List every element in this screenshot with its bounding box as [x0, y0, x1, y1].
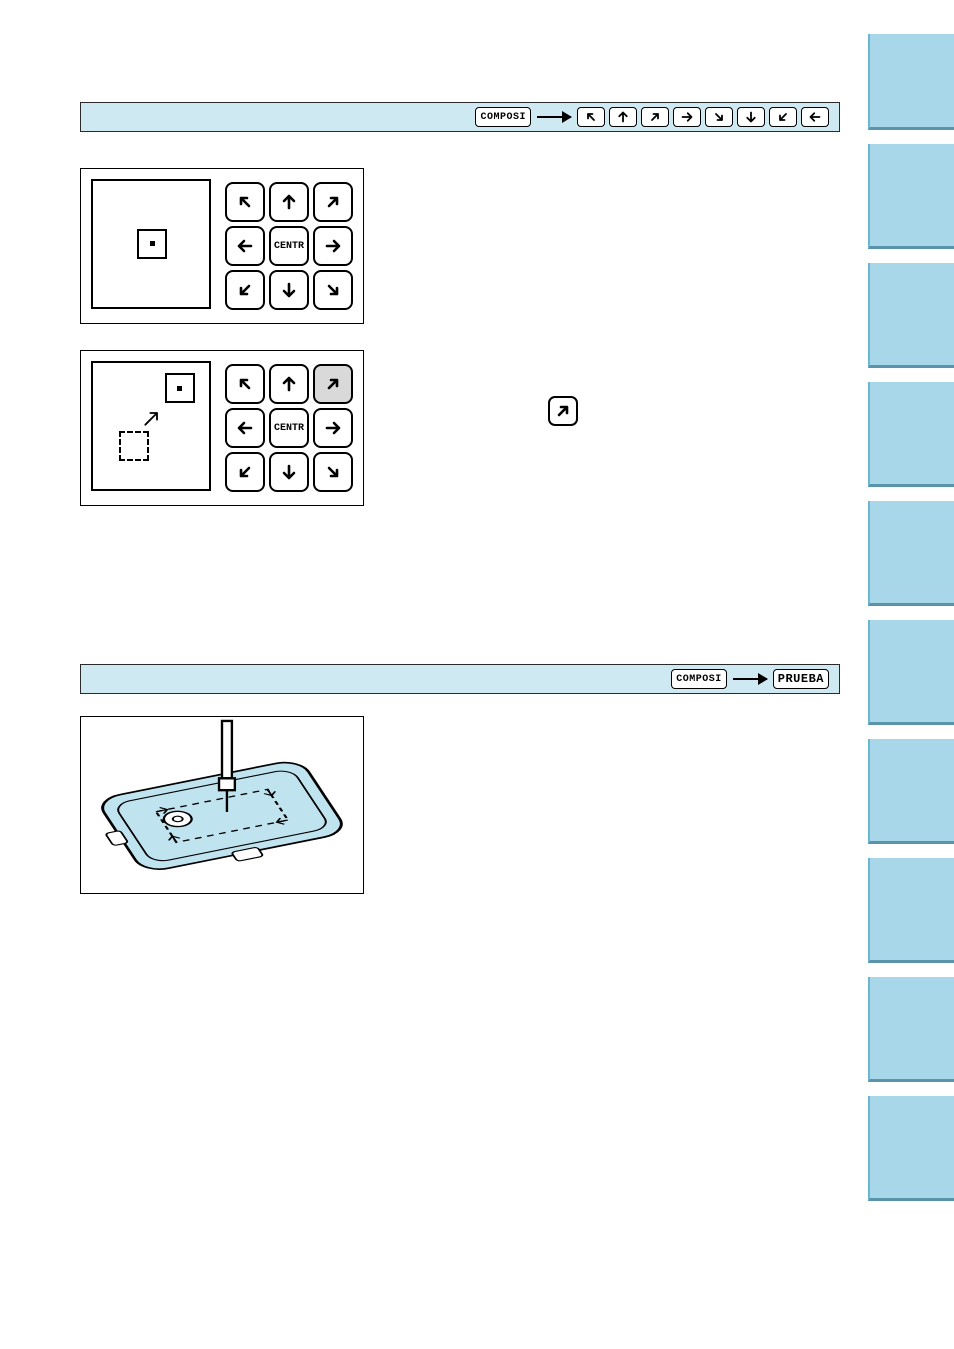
- side-tab[interactable]: [868, 382, 954, 487]
- arrow-e-button[interactable]: [673, 107, 701, 127]
- side-tab[interactable]: [868, 977, 954, 1082]
- arrow-w-icon: [233, 234, 257, 258]
- side-tab[interactable]: [868, 1096, 954, 1201]
- composi-button[interactable]: COMPOSI: [671, 669, 727, 689]
- keypad-ne-button[interactable]: [313, 364, 353, 404]
- arrow-ne-icon: [646, 108, 664, 126]
- arrow-se-icon: [321, 278, 345, 302]
- layout-keypad-panel-moved: CENTR: [80, 350, 364, 506]
- bar2-button-run: COMPOSI PRUEBA: [669, 669, 831, 689]
- arrow-e-icon: [321, 234, 345, 258]
- arrow-se-icon: [710, 108, 728, 126]
- arrow-ne-icon: [321, 190, 345, 214]
- keypad-se-button[interactable]: [313, 452, 353, 492]
- keypad-center-button[interactable]: CENTR: [269, 226, 309, 266]
- keypad-sw-button[interactable]: [225, 452, 265, 492]
- direction-keypad: CENTR: [225, 361, 353, 495]
- arrow-n-icon: [277, 372, 301, 396]
- keypad-w-button[interactable]: [225, 408, 265, 448]
- center-dot-icon: [150, 241, 155, 246]
- direction-keypad: CENTR: [225, 179, 353, 313]
- arrow-w-icon: [233, 416, 257, 440]
- arrow-n-button[interactable]: [609, 107, 637, 127]
- prueba-button[interactable]: PRUEBA: [773, 669, 829, 689]
- arrow-nw-icon: [233, 372, 257, 396]
- keypad-n-button[interactable]: [269, 182, 309, 222]
- arrow-se-icon: [321, 460, 345, 484]
- keypad-e-button[interactable]: [313, 408, 353, 448]
- side-tab[interactable]: [868, 144, 954, 249]
- arrow-s-icon: [277, 278, 301, 302]
- header-bar-layout: COMPOSI: [80, 102, 840, 132]
- side-tab[interactable]: [868, 739, 954, 844]
- arrow-e-icon: [678, 108, 696, 126]
- keypad-center-button[interactable]: CENTR: [269, 408, 309, 448]
- arrow-sw-button[interactable]: [769, 107, 797, 127]
- arrow-n-icon: [277, 190, 301, 214]
- keypad-se-button[interactable]: [313, 270, 353, 310]
- keypad-n-button[interactable]: [269, 364, 309, 404]
- arrow-sw-icon: [774, 108, 792, 126]
- keypad-nw-button[interactable]: [225, 182, 265, 222]
- layout-keypad-panel-centered: CENTR: [80, 168, 364, 324]
- composi-button[interactable]: COMPOSI: [475, 107, 531, 127]
- arrow-s-icon: [742, 108, 760, 126]
- keypad-w-button[interactable]: [225, 226, 265, 266]
- layout-preview: [91, 361, 211, 491]
- arrow-ne-icon: [321, 372, 345, 396]
- arrow-w-button[interactable]: [801, 107, 829, 127]
- arrow-sw-icon: [233, 460, 257, 484]
- arrow-nw-button[interactable]: [577, 107, 605, 127]
- keypad-s-button[interactable]: [269, 452, 309, 492]
- flow-arrow-icon: [733, 678, 767, 680]
- arrow-e-icon: [321, 416, 345, 440]
- layout-preview: [91, 179, 211, 309]
- keypad-ne-button[interactable]: [313, 182, 353, 222]
- arrow-se-button[interactable]: [705, 107, 733, 127]
- side-tab[interactable]: [868, 34, 954, 130]
- move-ne-arrow-icon: [142, 408, 162, 428]
- side-tab[interactable]: [868, 501, 954, 606]
- keypad-s-button[interactable]: [269, 270, 309, 310]
- keypad-e-button[interactable]: [313, 226, 353, 266]
- side-tab[interactable]: [868, 620, 954, 725]
- arrow-s-button[interactable]: [737, 107, 765, 127]
- center-dot-icon: [177, 386, 182, 391]
- keypad-sw-button[interactable]: [225, 270, 265, 310]
- arrow-n-icon: [614, 108, 632, 126]
- arrow-ne-icon: [551, 399, 575, 423]
- origin-ghost: [119, 431, 149, 461]
- arrow-sw-icon: [233, 278, 257, 302]
- header-bar-test: COMPOSI PRUEBA: [80, 664, 840, 694]
- arrow-nw-icon: [582, 108, 600, 126]
- arrow-nw-icon: [233, 190, 257, 214]
- hoop-svg: [81, 717, 363, 893]
- design-marker: [165, 373, 195, 403]
- arrow-ne-button[interactable]: [641, 107, 669, 127]
- hoop-trial-illustration: [80, 716, 364, 894]
- keypad-nw-button[interactable]: [225, 364, 265, 404]
- bar1-button-run: COMPOSI: [473, 107, 831, 127]
- inline-ne-key[interactable]: [548, 396, 578, 426]
- design-marker: [137, 229, 167, 259]
- arrow-s-icon: [277, 460, 301, 484]
- side-tab[interactable]: [868, 263, 954, 368]
- side-tab[interactable]: [868, 858, 954, 963]
- arrow-w-icon: [806, 108, 824, 126]
- side-tabs: [868, 34, 954, 1215]
- flow-arrow-icon: [537, 116, 571, 118]
